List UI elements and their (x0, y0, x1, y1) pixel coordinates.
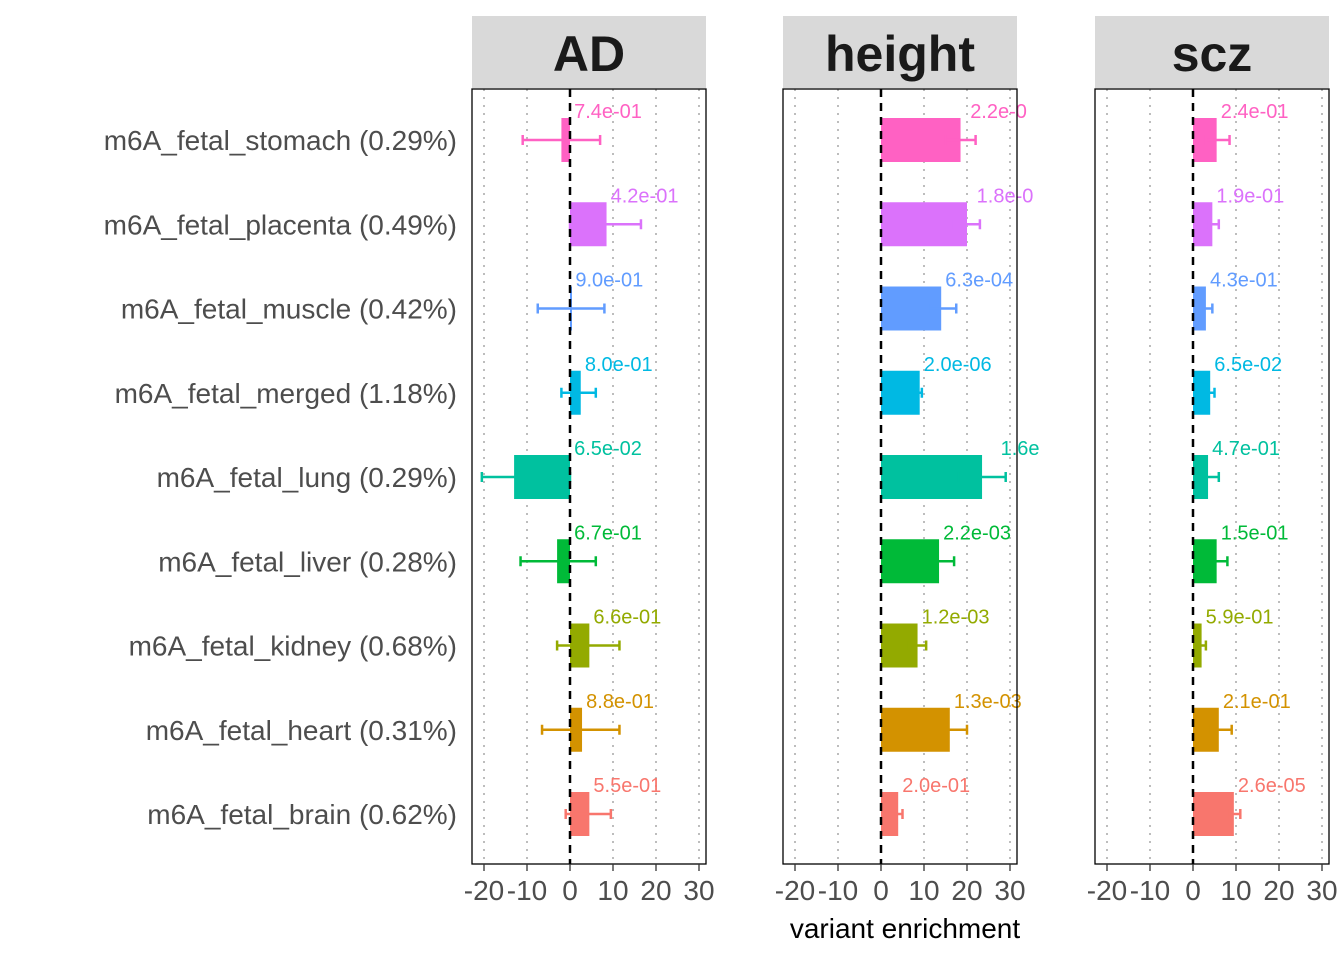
x-tick-label: 30 (683, 875, 714, 906)
x-tick-label: 10 (1220, 875, 1251, 906)
y-tick-label: m6A_fetal_muscle (0.42%) (121, 294, 457, 325)
facet-strip (1095, 16, 1329, 88)
x-tick-label: -20 (464, 875, 504, 906)
bar (1193, 370, 1211, 415)
y-tick-label: m6A_fetal_stomach (0.29%) (104, 125, 457, 156)
panel-height: height 2.2e-0 1.8e-0 6.3e-04 2.0e-06 1.6e 2.2e… (775, 16, 1040, 906)
p-value-label: 2.0e-01 (902, 775, 970, 797)
p-value-label: 4.2e-01 (611, 185, 679, 207)
p-value-label: 8.0e-01 (585, 354, 653, 376)
p-value-label: 4.7e-01 (1212, 438, 1280, 460)
p-value-label: 4.3e-01 (1210, 270, 1278, 292)
x-tick-label: 30 (1306, 875, 1337, 906)
y-tick-label: m6A_fetal_placenta (0.49%) (104, 209, 457, 240)
y-tick-label: m6A_fetal_liver (0.28%) (158, 546, 457, 577)
p-value-label: 1.6e (1001, 438, 1040, 460)
panel-border (471, 88, 707, 865)
p-value-label: 5.5e-01 (593, 775, 661, 797)
p-value-label: 6.5e-02 (574, 438, 642, 460)
facet-label: scz (1172, 26, 1253, 82)
x-tick-label: -20 (775, 875, 815, 906)
chart-panels: AD 7.4e-01 4.2e-01 9.0e-01 8.0e-01 6.5e-02 6.7… (464, 16, 1338, 906)
y-tick-label: m6A_fetal_kidney (0.68%) (129, 631, 457, 662)
p-value-label: 2.4e-01 (1221, 101, 1289, 123)
p-value-label: 8.8e-01 (586, 691, 654, 713)
x-tick-label: 0 (1185, 875, 1201, 906)
y-tick-label: m6A_fetal_merged (1.18%) (115, 378, 457, 409)
panel-scz: scz 2.4e-01 1.9e-01 4.3e-01 6.5e-02 4.7e-01 1.… (1087, 16, 1338, 906)
facet-strip (783, 16, 1017, 88)
p-value-label: 6.3e-04 (945, 270, 1013, 292)
bar (1193, 623, 1202, 668)
x-tick-label: 0 (562, 875, 578, 906)
x-tick-label: 10 (597, 875, 628, 906)
p-value-label: 9.0e-01 (575, 270, 643, 292)
panel-border (1094, 88, 1330, 865)
x-axis-title: variant enrichment (790, 913, 1021, 944)
x-tick-label: -10 (507, 875, 547, 906)
y-tick-label: m6A_fetal_heart (0.31%) (146, 715, 457, 746)
x-tick-label: -20 (1087, 875, 1127, 906)
facet-label: height (825, 26, 975, 82)
p-value-label: 2.2e-0 (970, 101, 1027, 123)
p-value-label: 5.9e-01 (1206, 607, 1274, 629)
bar (881, 202, 967, 247)
p-value-label: 2.2e-03 (943, 522, 1011, 544)
p-value-label: 7.4e-01 (574, 101, 642, 123)
p-value-label: 2.0e-06 (924, 354, 992, 376)
facet-label: AD (553, 26, 625, 82)
p-value-label: 6.6e-01 (593, 607, 661, 629)
x-tick-label: -10 (818, 875, 858, 906)
x-tick-label: 20 (951, 875, 982, 906)
p-value-label: 1.2e-03 (922, 607, 990, 629)
x-tick-label: 20 (1263, 875, 1294, 906)
p-value-label: 1.5e-01 (1221, 522, 1289, 544)
p-value-label: 1.9e-01 (1216, 185, 1284, 207)
x-tick-label: 0 (873, 875, 889, 906)
p-value-label: 1.3e-03 (954, 691, 1022, 713)
p-value-label: 2.6e-05 (1238, 775, 1306, 797)
panel-AD: AD 7.4e-01 4.2e-01 9.0e-01 8.0e-01 6.5e-02 6.7… (464, 16, 715, 906)
y-tick-label: m6A_fetal_brain (0.62%) (147, 799, 457, 830)
bar (1193, 202, 1213, 247)
panel-border (782, 88, 1018, 865)
p-value-label: 6.7e-01 (574, 522, 642, 544)
facet-strip (472, 16, 706, 88)
y-axis-labels: m6A_fetal_stomach (0.29%) m6A_fetal_place… (104, 125, 457, 830)
p-value-label: 1.8e-0 (977, 185, 1034, 207)
x-tick-label: 30 (994, 875, 1025, 906)
p-value-label: 2.1e-01 (1223, 691, 1291, 713)
x-tick-label: -10 (1130, 875, 1170, 906)
bar (1193, 286, 1206, 331)
x-tick-label: 20 (640, 875, 671, 906)
x-tick-label: 10 (908, 875, 939, 906)
y-tick-label: m6A_fetal_lung (0.29%) (157, 462, 457, 493)
p-value-label: 6.5e-02 (1214, 354, 1282, 376)
